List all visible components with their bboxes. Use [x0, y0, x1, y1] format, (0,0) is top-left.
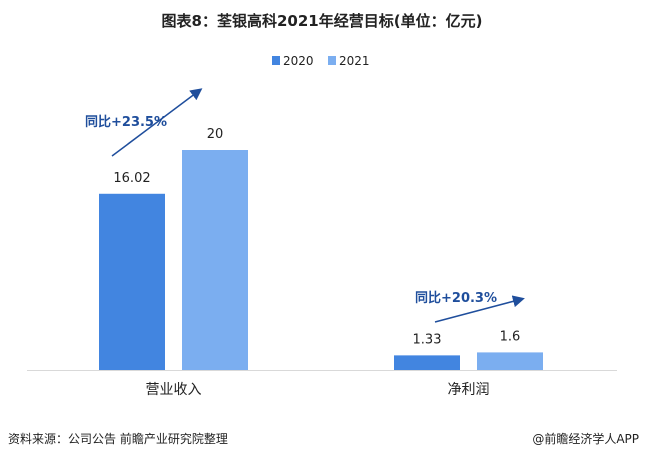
annotation-label: 同比+23.5%	[85, 114, 167, 130]
x-tick-label: 净利润	[448, 382, 490, 398]
bar-2020-0	[99, 193, 165, 370]
legend-swatch-2021	[328, 56, 336, 65]
source-note: 资料来源：公司公告 前瞻产业研究院整理	[8, 432, 228, 446]
data-label: 1.6	[500, 329, 521, 344]
data-label: 20	[207, 127, 224, 142]
bar-2020-1	[394, 355, 460, 370]
brand-credit: @前瞻经济学人APP	[532, 432, 639, 446]
growth-arrow-icon	[434, 295, 525, 323]
data-label: 16.02	[113, 171, 150, 186]
growth-arrow-icon	[111, 88, 203, 157]
legend-swatch-2020	[272, 56, 280, 65]
x-tick-label: 营业收入	[146, 382, 202, 398]
chart-title: 图表8：荃银高科2021年经营目标(单位：亿元)	[162, 12, 483, 30]
data-label: 1.33	[413, 332, 442, 347]
bar-2021-0	[182, 150, 248, 370]
legend-label-2021: 2021	[339, 54, 370, 68]
annotation-label: 同比+20.3%	[415, 290, 497, 306]
legend-label-2020: 2020	[283, 54, 314, 68]
bar-2021-1	[477, 352, 543, 370]
